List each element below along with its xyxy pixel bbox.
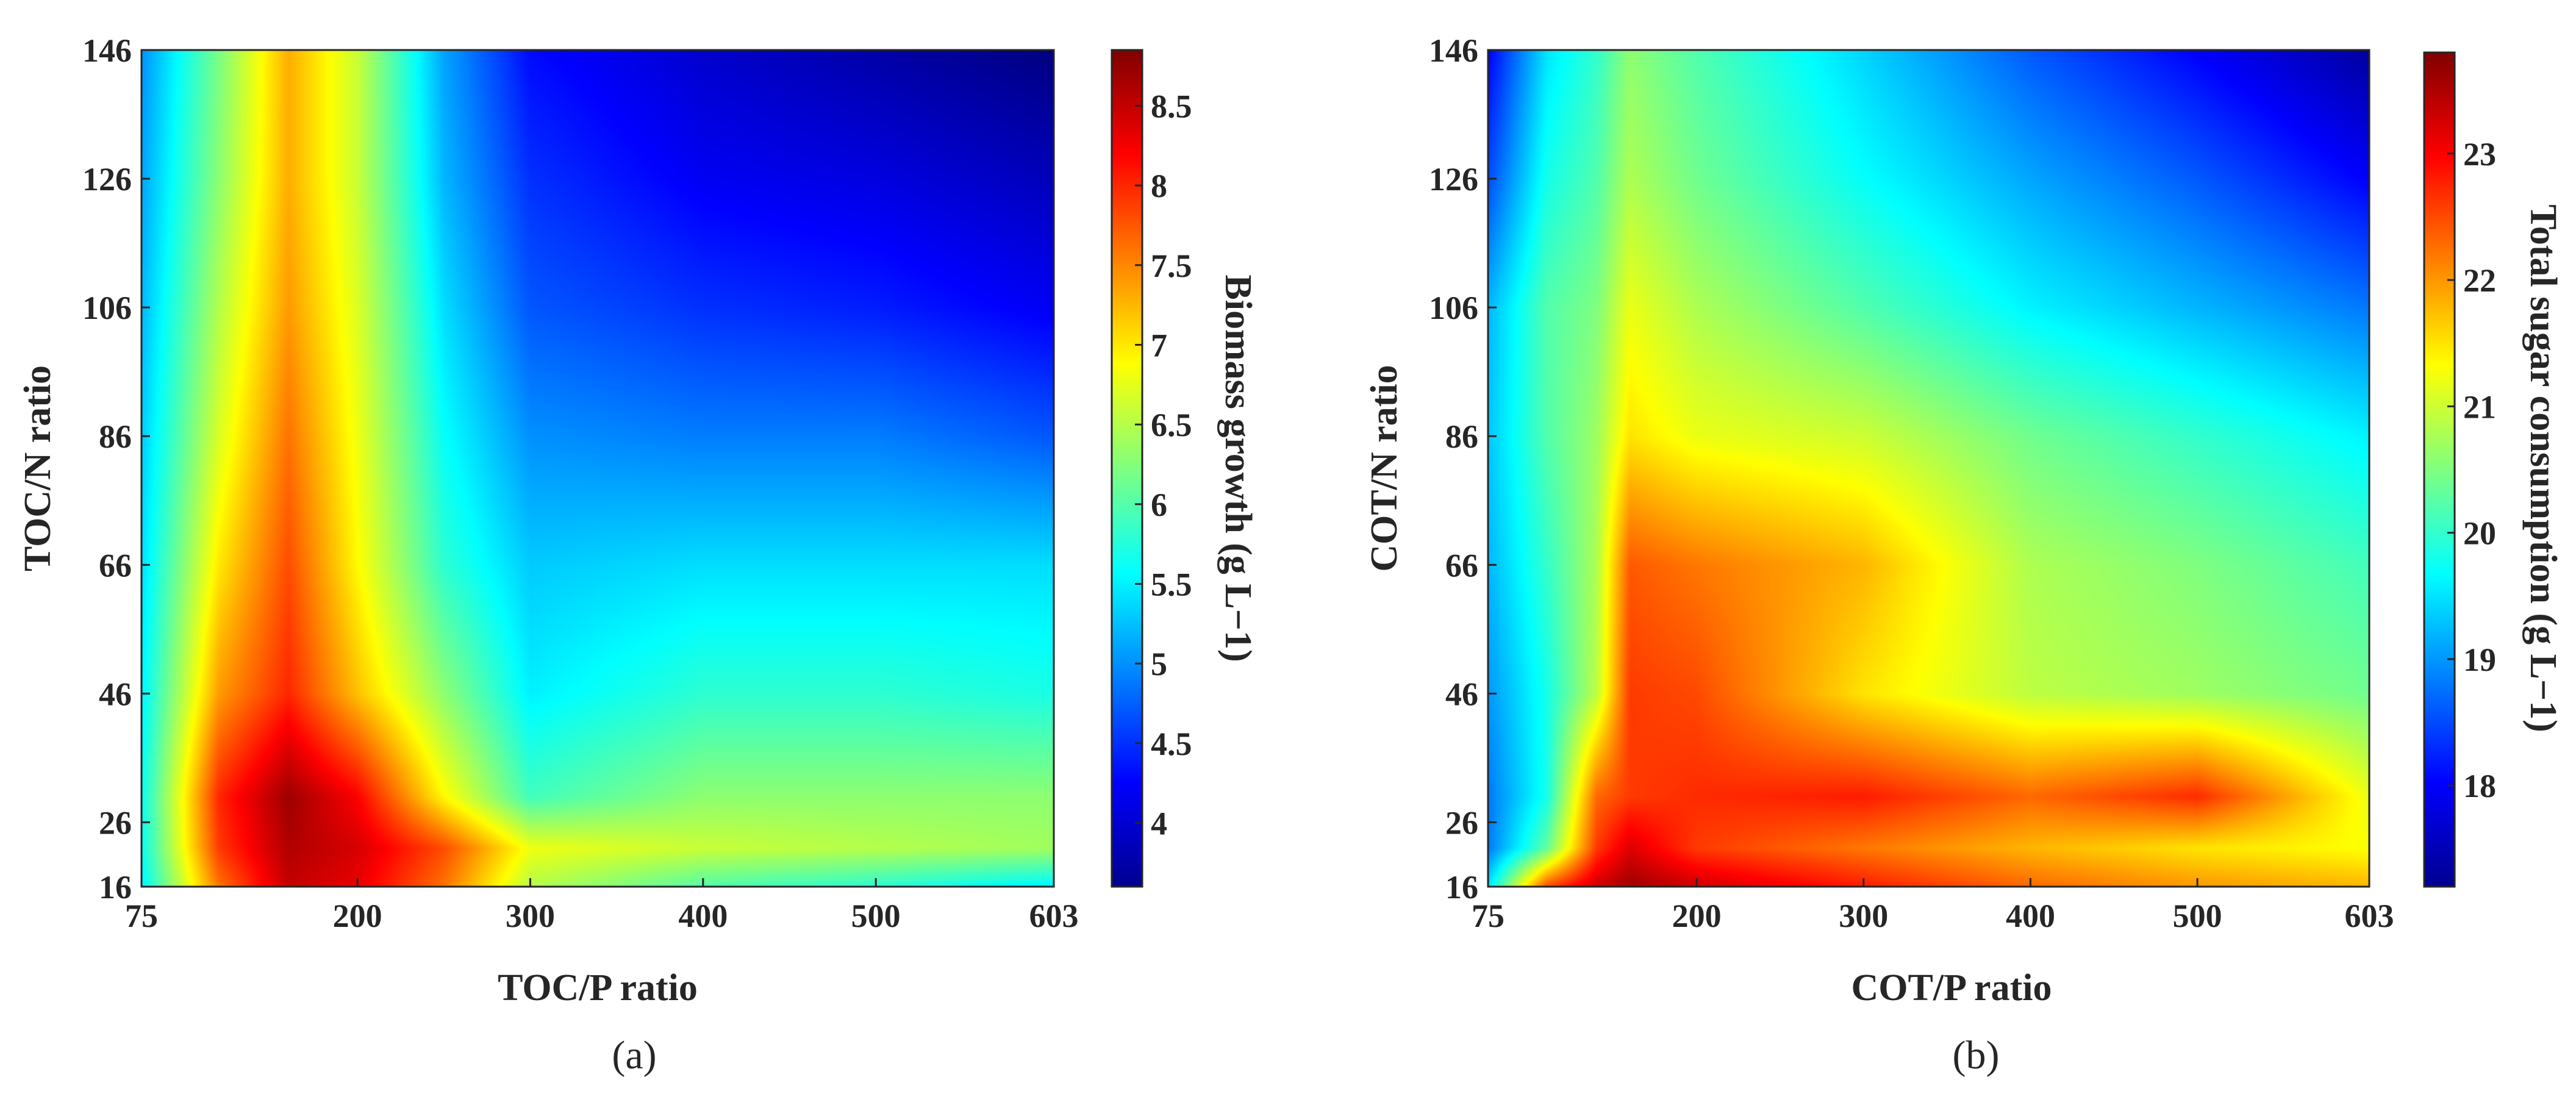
- y-tick-label: 66: [99, 547, 132, 584]
- x-tick-label: 200: [1672, 898, 1722, 934]
- plot-frame-b: [1487, 49, 2370, 888]
- y-tick-label: 26: [1445, 804, 1478, 841]
- colorbar-tick-label: 7: [1151, 327, 1167, 363]
- y-tick-label: 146: [1429, 32, 1478, 69]
- heatmap-canvas-a: [141, 50, 1054, 887]
- colorbar-tick-label: 21: [2463, 388, 2496, 425]
- panel-b: 75 200 300 400 500 603 16 26 46 66 86 106 126 146 COT…: [1364, 32, 2564, 1078]
- y-tick-label: 46: [1445, 676, 1478, 712]
- heatmap-b: [1488, 50, 2369, 887]
- y-tick-label: 86: [1445, 418, 1478, 455]
- tick-labels-a: 75 200 300 400 500 603 16 26 46 66 86 106 126 146: [82, 32, 1079, 934]
- x-tick-label: 75: [125, 898, 158, 934]
- colorbar-label-a: Biomass growth (g L−1): [1217, 274, 1259, 662]
- y-tick-label: 106: [1429, 290, 1478, 326]
- colorbar-frame-b: [2423, 51, 2456, 888]
- colorbar-tick-label: 5: [1151, 646, 1167, 682]
- colorbar-a: [1112, 50, 1142, 887]
- panel-label-a: (a): [612, 1033, 656, 1078]
- x-tick-label: 400: [678, 898, 728, 934]
- tick-labels-b: 75 200 300 400 500 603 16 26 46 66 86 106 126 146: [1429, 32, 2394, 934]
- colorbar-label-b: Total sugar consumption (g L−1): [2522, 204, 2564, 732]
- y-tick-label: 126: [1429, 161, 1478, 198]
- x-tick-label: 75: [1472, 898, 1504, 934]
- y-tick-label: 16: [1445, 869, 1478, 906]
- colorbar-tick-label: 6: [1151, 487, 1167, 523]
- y-tick-label: 146: [82, 32, 132, 69]
- x-tick-label: 300: [1839, 898, 1888, 934]
- colorbar-ticks-b: 18 19 20 21 22 23: [2447, 136, 2496, 804]
- colorbar-tick-label: 8: [1151, 168, 1167, 204]
- y-axis-label-a: TOC/N ratio: [17, 365, 59, 571]
- colorbar-tick-label: 18: [2463, 768, 2496, 804]
- x-tick-label: 603: [1029, 898, 1079, 934]
- colorbar-ticks-a: 4 4.5 5 5.5 6 6.5 7 7.5 8 8.5: [1135, 88, 1192, 842]
- colorbar-tick-label: 6.5: [1151, 407, 1192, 443]
- colorbar-tick-label: 23: [2463, 136, 2496, 173]
- panel-label-b: (b): [1953, 1033, 2000, 1078]
- y-tick-label: 46: [99, 676, 132, 712]
- y-axis-label-b: COT/N ratio: [1364, 365, 1405, 571]
- y-tick-label: 106: [82, 290, 132, 326]
- x-tick-label: 500: [851, 898, 901, 934]
- colorbar-tick-label: 5.5: [1151, 566, 1192, 602]
- heatmap-a: [141, 50, 1054, 887]
- tick-marks-b: [1487, 49, 2370, 888]
- colorbar-tick-label: 20: [2463, 515, 2496, 552]
- tick-marks-a: [140, 49, 1055, 888]
- heatmap-canvas-b: [1488, 50, 2369, 887]
- colorbar-tick-label: 4.5: [1151, 726, 1192, 762]
- y-tick-label: 86: [99, 418, 132, 455]
- x-tick-label: 500: [2173, 898, 2222, 934]
- plot-frame-a: [140, 49, 1055, 888]
- colorbar-tick-label: 8.5: [1151, 88, 1192, 124]
- colorbar-frame-a: [1111, 49, 1143, 888]
- colorbar-tick-label: 7.5: [1151, 248, 1192, 284]
- x-tick-label: 300: [506, 898, 555, 934]
- x-tick-label: 603: [2345, 898, 2394, 934]
- y-tick-label: 26: [99, 804, 132, 841]
- x-tick-label: 400: [2006, 898, 2055, 934]
- y-tick-label: 16: [99, 869, 132, 906]
- y-tick-label: 66: [1445, 547, 1478, 584]
- x-axis-label-a: TOC/P ratio: [498, 967, 698, 1009]
- x-axis-label-b: COT/P ratio: [1852, 967, 2052, 1009]
- colorbar-tick-label: 19: [2463, 642, 2496, 678]
- y-tick-label: 126: [82, 161, 132, 198]
- x-tick-label: 200: [333, 898, 382, 934]
- colorbar-tick-label: 4: [1151, 805, 1167, 842]
- colorbar-b: [2424, 52, 2455, 887]
- colorbar-tick-label: 22: [2463, 262, 2496, 299]
